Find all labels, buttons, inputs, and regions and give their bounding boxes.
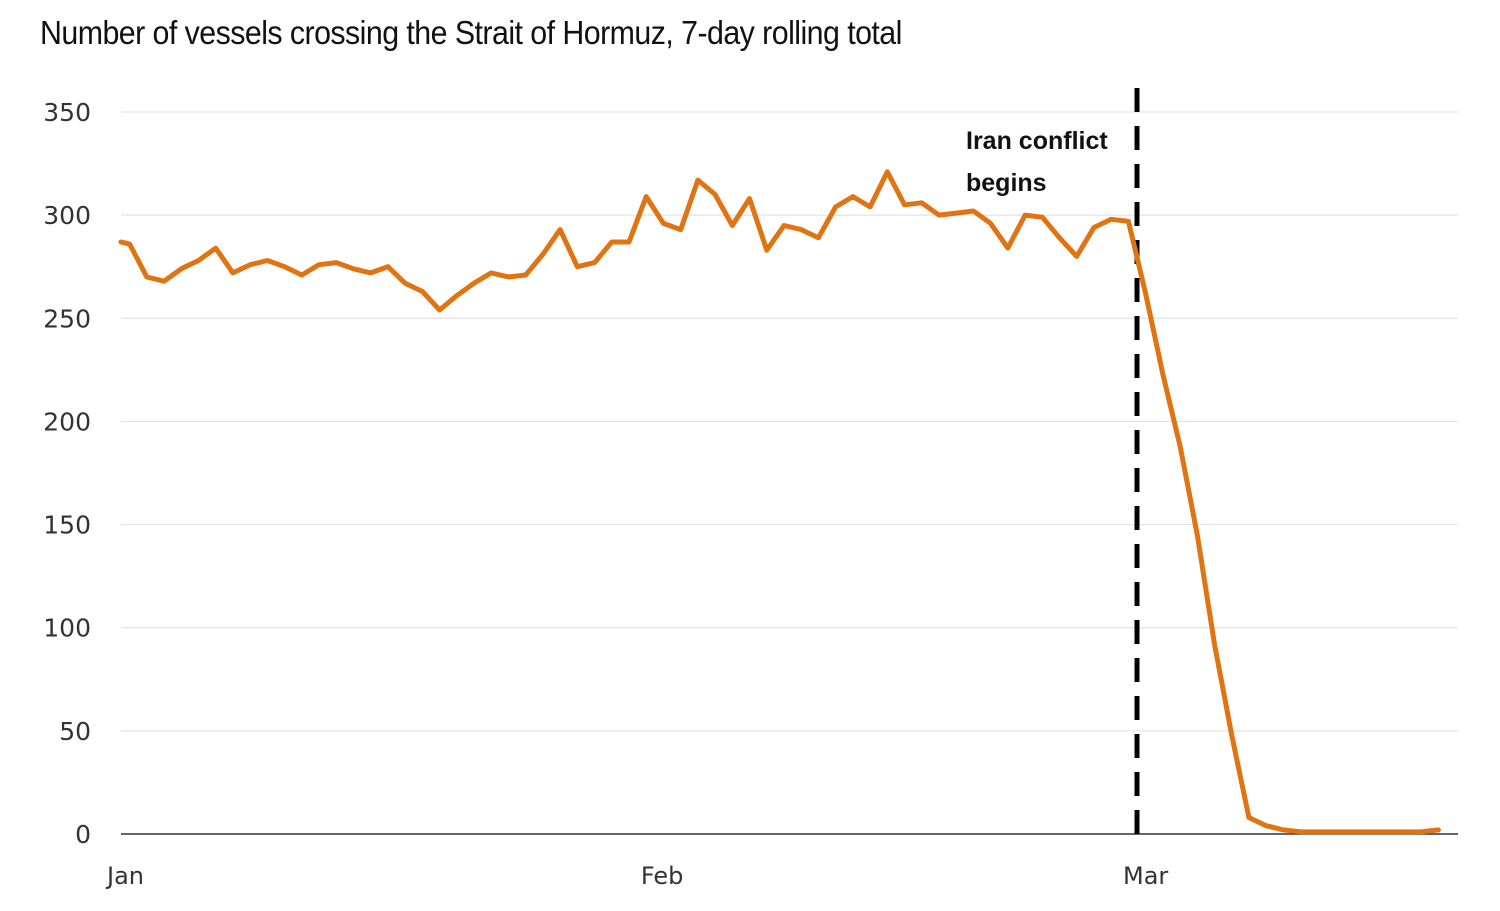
- vessel-count-line: [118, 169, 1441, 835]
- annotation-text-line1: Iran conflict: [966, 127, 1108, 155]
- y-tick-label: 200: [43, 407, 91, 436]
- y-tick-label: 50: [59, 717, 91, 746]
- x-tick-label: Jan: [105, 862, 144, 890]
- x-tick-label: Mar: [1123, 862, 1168, 890]
- y-tick-label: 150: [43, 511, 91, 540]
- y-tick-label: 300: [43, 201, 91, 230]
- x-axis-ticks: Jan Feb Mar: [105, 862, 1168, 890]
- y-axis-ticks: 0 50 100 150 200 250 300 350: [43, 98, 91, 849]
- y-tick-label: 0: [75, 820, 91, 849]
- y-tick-label: 250: [43, 304, 91, 333]
- gridlines: [121, 111, 1458, 732]
- annotation-text-line2: begins: [966, 169, 1047, 197]
- x-tick-label: Feb: [641, 862, 684, 890]
- chart-title: Number of vessels crossing the Strait of…: [40, 14, 902, 51]
- y-tick-label: 350: [43, 98, 91, 127]
- y-tick-label: 100: [43, 614, 91, 643]
